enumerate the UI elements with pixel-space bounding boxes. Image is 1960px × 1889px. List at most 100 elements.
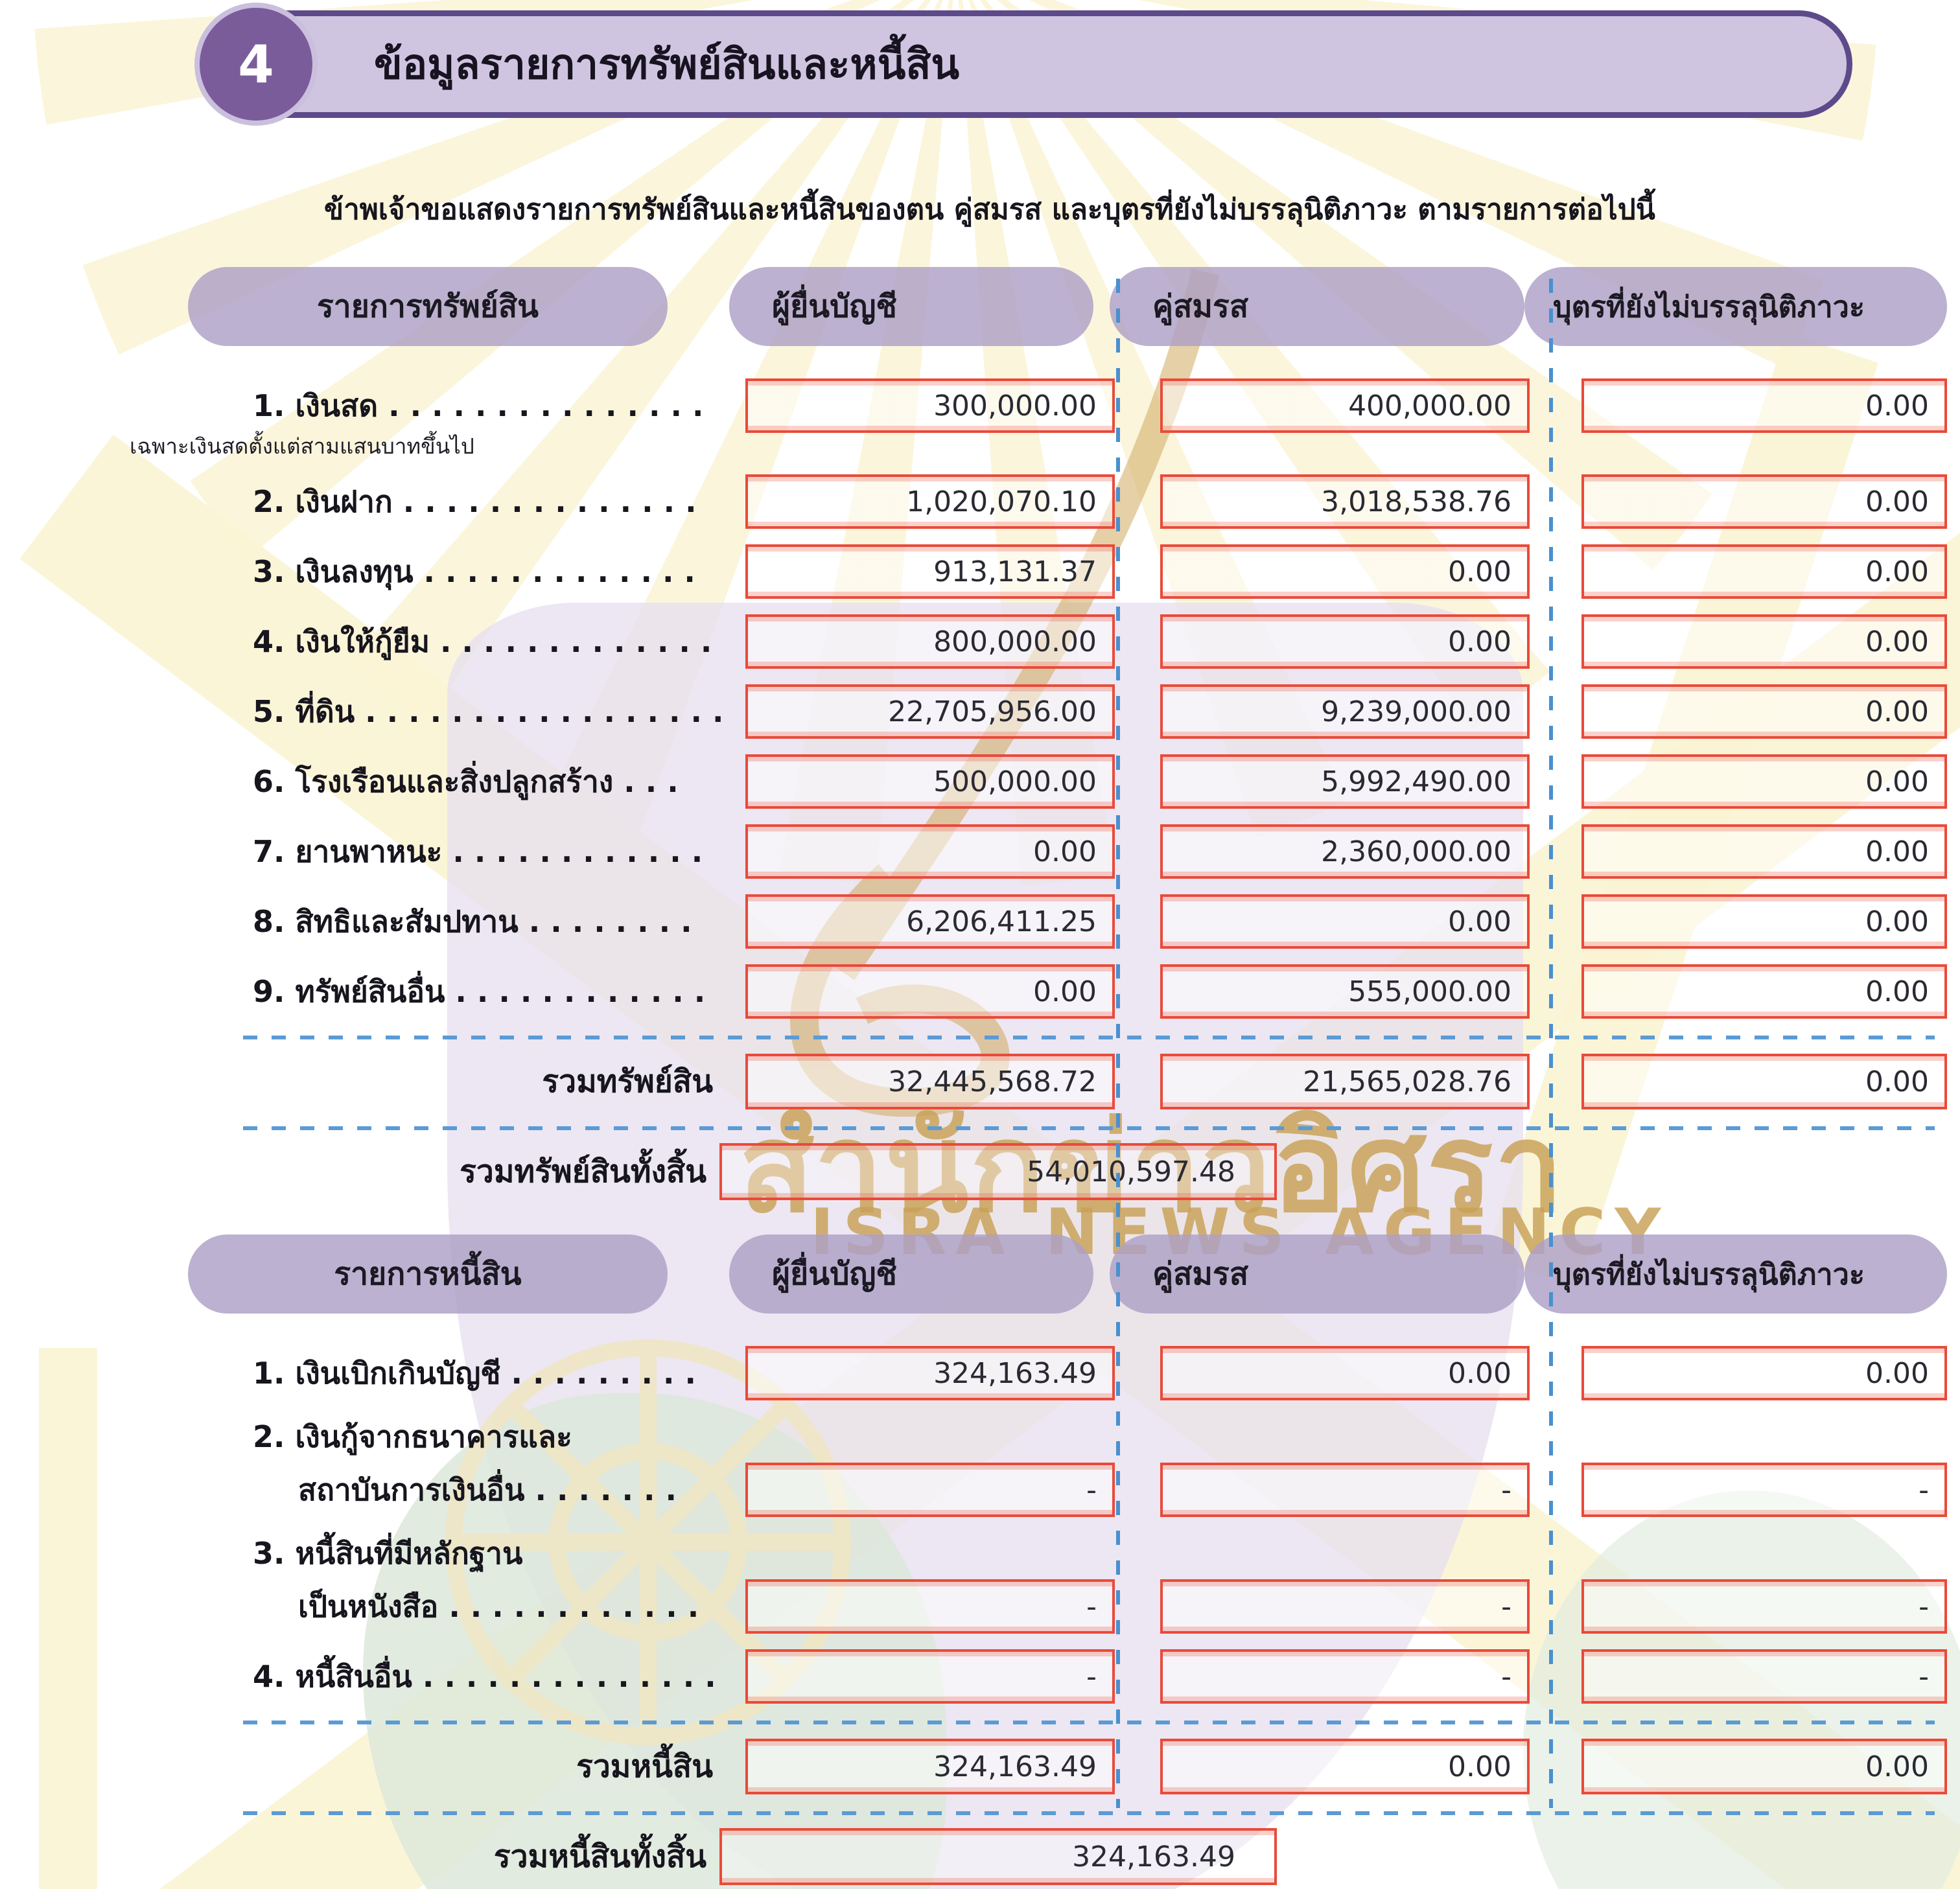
liabilities-grand-total-label: รวมหนี้สินทั้งสิ้น bbox=[493, 1838, 706, 1875]
liabilities-row: 3. หนี้สินที่มีหลักฐานเป็นหนังสือ . . . … bbox=[91, 1533, 1960, 1634]
row-label: 5. ที่ดิน . . . . . . . . . . . . . . . … bbox=[253, 694, 724, 729]
row-label: 6. โรงเรือนและสิ่งปลูกสร้าง . . . bbox=[253, 764, 679, 799]
assets-total-row: รวมทรัพย์สิน 32,445,568.72 21,565,028.76… bbox=[91, 1054, 1960, 1109]
value-box-children: 0.00 bbox=[1581, 474, 1947, 529]
value-box-declarant: - bbox=[745, 1579, 1115, 1634]
dashed-divider bbox=[243, 1721, 1935, 1724]
value-box-spouse: - bbox=[1160, 1579, 1530, 1634]
value-box-children: - bbox=[1581, 1579, 1947, 1634]
value-box-children: 0.00 bbox=[1581, 378, 1947, 433]
section-number-badge: 4 bbox=[194, 3, 318, 126]
value-box-spouse: - bbox=[1160, 1463, 1530, 1517]
assets-col-header-children: บุตรที่ยังไม่บรรลุนิติภาวะ bbox=[1524, 267, 1947, 346]
assets-header-row: รายการทรัพย์สิน ผู้ยื่นบัญชี คู่สมรส บุต… bbox=[91, 267, 1960, 346]
value-box-spouse: 400,000.00 bbox=[1160, 378, 1530, 433]
liabilities-total-label: รวมหนี้สิน bbox=[576, 1748, 713, 1785]
value-box-children: 0.00 bbox=[1581, 1346, 1947, 1400]
assets-row: 5. ที่ดิน . . . . . . . . . . . . . . . … bbox=[91, 684, 1960, 739]
assets-row: 2. เงินฝาก . . . . . . . . . . . . . . 1,… bbox=[91, 474, 1960, 529]
value-box-declarant: - bbox=[745, 1463, 1115, 1517]
dashed-divider bbox=[243, 1811, 1935, 1815]
liabilities-col-header-items: รายการหนี้สิน bbox=[188, 1234, 668, 1314]
vertical-stripe bbox=[39, 1348, 97, 1889]
value-box-spouse: - bbox=[1160, 1649, 1530, 1704]
row-label: 3. เงินลงทุน . . . . . . . . . . . . . bbox=[253, 554, 695, 589]
row-label: 1. เงินเบิกเกินบัญชี . . . . . . . . . bbox=[253, 1356, 696, 1391]
value-box-declarant: 6,206,411.25 bbox=[745, 894, 1115, 949]
liabilities-table: รายการหนี้สิน ผู้ยื่นบัญชี คู่สมรส บุตรท… bbox=[91, 1234, 1960, 1885]
row-label: เป็นหนังสือ . . . . . . . . . . . . bbox=[298, 1589, 699, 1624]
liabilities-row: 4. หนี้สินอื่น . . . . . . . . . . . . .… bbox=[91, 1649, 1960, 1704]
row-label: 2. เงินฝาก . . . . . . . . . . . . . . bbox=[253, 484, 697, 519]
liabilities-col-header-spouse: คู่สมรส bbox=[1110, 1234, 1524, 1314]
liabilities-total-declarant: 324,163.49 bbox=[745, 1739, 1115, 1794]
value-box-spouse: 9,239,000.00 bbox=[1160, 684, 1530, 739]
liabilities-row: 2. เงินกู้จากธนาคารและ สถาบันการเงินอื่น … bbox=[91, 1416, 1960, 1517]
value-box-declarant: 0.00 bbox=[745, 964, 1115, 1019]
liabilities-header-row: รายการหนี้สิน ผู้ยื่นบัญชี คู่สมรส บุตรท… bbox=[91, 1234, 1960, 1314]
value-box-declarant: 500,000.00 bbox=[745, 754, 1115, 809]
assets-row: 8. สิทธิและสัมปทาน . . . . . . . . 6,206,… bbox=[91, 894, 1960, 949]
liabilities-total-children: 0.00 bbox=[1581, 1739, 1947, 1794]
dashed-divider bbox=[243, 1036, 1935, 1039]
liabilities-total-row: รวมหนี้สิน 324,163.49 0.00 0.00 bbox=[91, 1739, 1960, 1794]
value-box-declarant: 1,020,070.10 bbox=[745, 474, 1115, 529]
value-box-declarant: 913,131.37 bbox=[745, 544, 1115, 599]
row-label-line1: 2. เงินกู้จากธนาคารและ bbox=[253, 1419, 572, 1454]
value-box-children: 0.00 bbox=[1581, 544, 1947, 599]
assets-col-header-declarant: ผู้ยื่นบัญชี bbox=[729, 267, 1093, 346]
assets-total-label: รวมทรัพย์สิน bbox=[542, 1063, 713, 1100]
value-box-declarant: - bbox=[745, 1649, 1115, 1704]
assets-col-header-items: รายการทรัพย์สิน bbox=[188, 267, 668, 346]
assets-grand-total-value: 54,010,597.48 bbox=[719, 1143, 1277, 1200]
liabilities-col-header-children: บุตรที่ยังไม่บรรลุนิติภาวะ bbox=[1524, 1234, 1947, 1314]
section-title: ข้อมูลรายการทรัพย์สินและหนี้สิน bbox=[374, 41, 960, 89]
row-label: 9. ทรัพย์สินอื่น . . . . . . . . . . . . bbox=[253, 974, 706, 1009]
value-box-spouse: 3,018,538.76 bbox=[1160, 474, 1530, 529]
liabilities-col-header-declarant: ผู้ยื่นบัญชี bbox=[729, 1234, 1093, 1314]
dashed-divider bbox=[243, 1126, 1935, 1130]
assets-row: 7. ยานพาหนะ . . . . . . . . . . . . 0.00 2… bbox=[91, 824, 1960, 879]
row-label: 8. สิทธิและสัมปทาน . . . . . . . . bbox=[253, 904, 692, 939]
value-box-spouse: 2,360,000.00 bbox=[1160, 824, 1530, 879]
value-box-spouse: 0.00 bbox=[1160, 544, 1530, 599]
value-box-children: 0.00 bbox=[1581, 964, 1947, 1019]
assets-grand-total-label: รวมทรัพย์สินทั้งสิ้น bbox=[460, 1153, 706, 1190]
value-box-children: - bbox=[1581, 1649, 1947, 1704]
intro-text: ข้าพเจ้าขอแสดงรายการทรัพย์สินและหนี้สินข… bbox=[324, 193, 1655, 226]
value-box-spouse: 5,992,490.00 bbox=[1160, 754, 1530, 809]
value-box-children: - bbox=[1581, 1463, 1947, 1517]
row-label: 1. เงินสด . . . . . . . . . . . . . . .เ… bbox=[91, 378, 745, 459]
liabilities-total-spouse: 0.00 bbox=[1160, 1739, 1530, 1794]
value-box-spouse: 0.00 bbox=[1160, 894, 1530, 949]
assets-row: 3. เงินลงทุน . . . . . . . . . . . . . 91… bbox=[91, 544, 1960, 599]
value-box-declarant: 324,163.49 bbox=[745, 1346, 1115, 1400]
assets-rows: 1. เงินสด . . . . . . . . . . . . . . .เ… bbox=[91, 378, 1960, 1019]
section-number: 4 bbox=[238, 34, 274, 95]
value-box-children: 0.00 bbox=[1581, 684, 1947, 739]
value-box-declarant: 300,000.00 bbox=[745, 378, 1115, 433]
assets-row: 6. โรงเรือนและสิ่งปลูกสร้าง . . . 500,000… bbox=[91, 754, 1960, 809]
row-label: 4. หนี้สินอื่น . . . . . . . . . . . . .… bbox=[253, 1659, 716, 1694]
value-box-children: 0.00 bbox=[1581, 824, 1947, 879]
assets-total-declarant: 32,445,568.72 bbox=[745, 1054, 1115, 1109]
value-box-declarant: 0.00 bbox=[745, 824, 1115, 879]
assets-total-spouse: 21,565,028.76 bbox=[1160, 1054, 1530, 1109]
assets-grand-total-row: รวมทรัพย์สินทั้งสิ้น 54,010,597.48 bbox=[91, 1143, 1960, 1200]
assets-col-header-spouse: คู่สมรส bbox=[1110, 267, 1524, 346]
assets-total-children: 0.00 bbox=[1581, 1054, 1947, 1109]
liabilities-row: 1. เงินเบิกเกินบัญชี . . . . . . . . . 32… bbox=[91, 1346, 1960, 1400]
value-box-spouse: 0.00 bbox=[1160, 1346, 1530, 1400]
value-box-declarant: 22,705,956.00 bbox=[745, 684, 1115, 739]
assets-row: 4. เงินให้กู้ยืม . . . . . . . . . . . .… bbox=[91, 614, 1960, 669]
liabilities-rows: 1. เงินเบิกเกินบัญชี . . . . . . . . . 32… bbox=[91, 1346, 1960, 1704]
assets-row: 9. ทรัพย์สินอื่น . . . . . . . . . . . .… bbox=[91, 964, 1960, 1019]
value-box-spouse: 0.00 bbox=[1160, 614, 1530, 669]
row-label-line1: 3. หนี้สินที่มีหลักฐาน bbox=[253, 1536, 523, 1571]
liabilities-grand-total-row: รวมหนี้สินทั้งสิ้น 324,163.49 bbox=[91, 1828, 1960, 1885]
row-note: เฉพาะเงินสดตั้งแต่สามแสนบาทขึ้นไป bbox=[130, 434, 474, 459]
value-box-children: 0.00 bbox=[1581, 894, 1947, 949]
value-box-declarant: 800,000.00 bbox=[745, 614, 1115, 669]
value-box-children: 0.00 bbox=[1581, 614, 1947, 669]
